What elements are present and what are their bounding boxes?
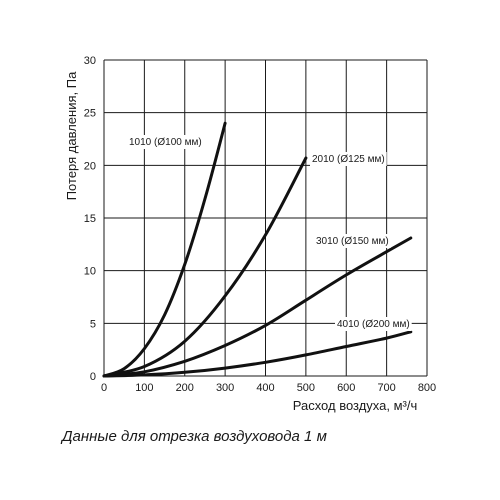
- x-tick-label: 300: [216, 382, 234, 394]
- y-axis-title: Потеря давления, Па: [64, 71, 79, 200]
- y-tick-label: 10: [84, 266, 96, 278]
- series-line-1: [102, 121, 227, 378]
- series-layer: [102, 121, 413, 378]
- series-label-bg: [335, 317, 412, 331]
- x-tick-label: 100: [135, 382, 153, 394]
- y-tick-label: 20: [84, 160, 96, 172]
- x-tick-label: 400: [256, 382, 274, 394]
- x-tick-label: 200: [176, 382, 194, 394]
- series-label-bg: [314, 234, 391, 248]
- y-tick-label: 0: [90, 371, 96, 383]
- series-label-bg: [310, 152, 387, 166]
- y-tick-label: 25: [84, 108, 96, 120]
- y-tick-label: 5: [90, 318, 96, 330]
- series-label-4: 4010 (Ø200 мм): [337, 319, 410, 330]
- series-label-2: 2010 (Ø125 мм): [312, 154, 385, 165]
- series-label-3: 3010 (Ø150 мм): [316, 236, 389, 247]
- x-tick-label: 800: [418, 382, 436, 394]
- y-tick-label: 30: [84, 55, 96, 67]
- x-tick-label: 500: [297, 382, 315, 394]
- x-tick-label: 600: [337, 382, 355, 394]
- y-tick-label: 15: [84, 213, 96, 225]
- series-line-2: [102, 156, 308, 378]
- tick-labels: 0 100 200 300 400 500 600 700 800 0 5 10 15 20 25 30: [84, 55, 436, 394]
- chart-caption: Данные для отрезка воздуховода 1 м: [62, 428, 327, 445]
- x-tick-label: 0: [101, 382, 107, 394]
- series-label-bg: [127, 135, 204, 149]
- x-tick-label: 700: [377, 382, 395, 394]
- series-label-1: 1010 (Ø100 мм): [129, 137, 202, 148]
- series-line-3: [102, 236, 413, 378]
- x-axis-title: Расход воздуха, м³/ч: [293, 398, 418, 413]
- series-labels: 1010 (Ø100 мм) 2010 (Ø125 мм) 3010 (Ø150 м…: [127, 135, 412, 331]
- series-line-4: [102, 330, 413, 378]
